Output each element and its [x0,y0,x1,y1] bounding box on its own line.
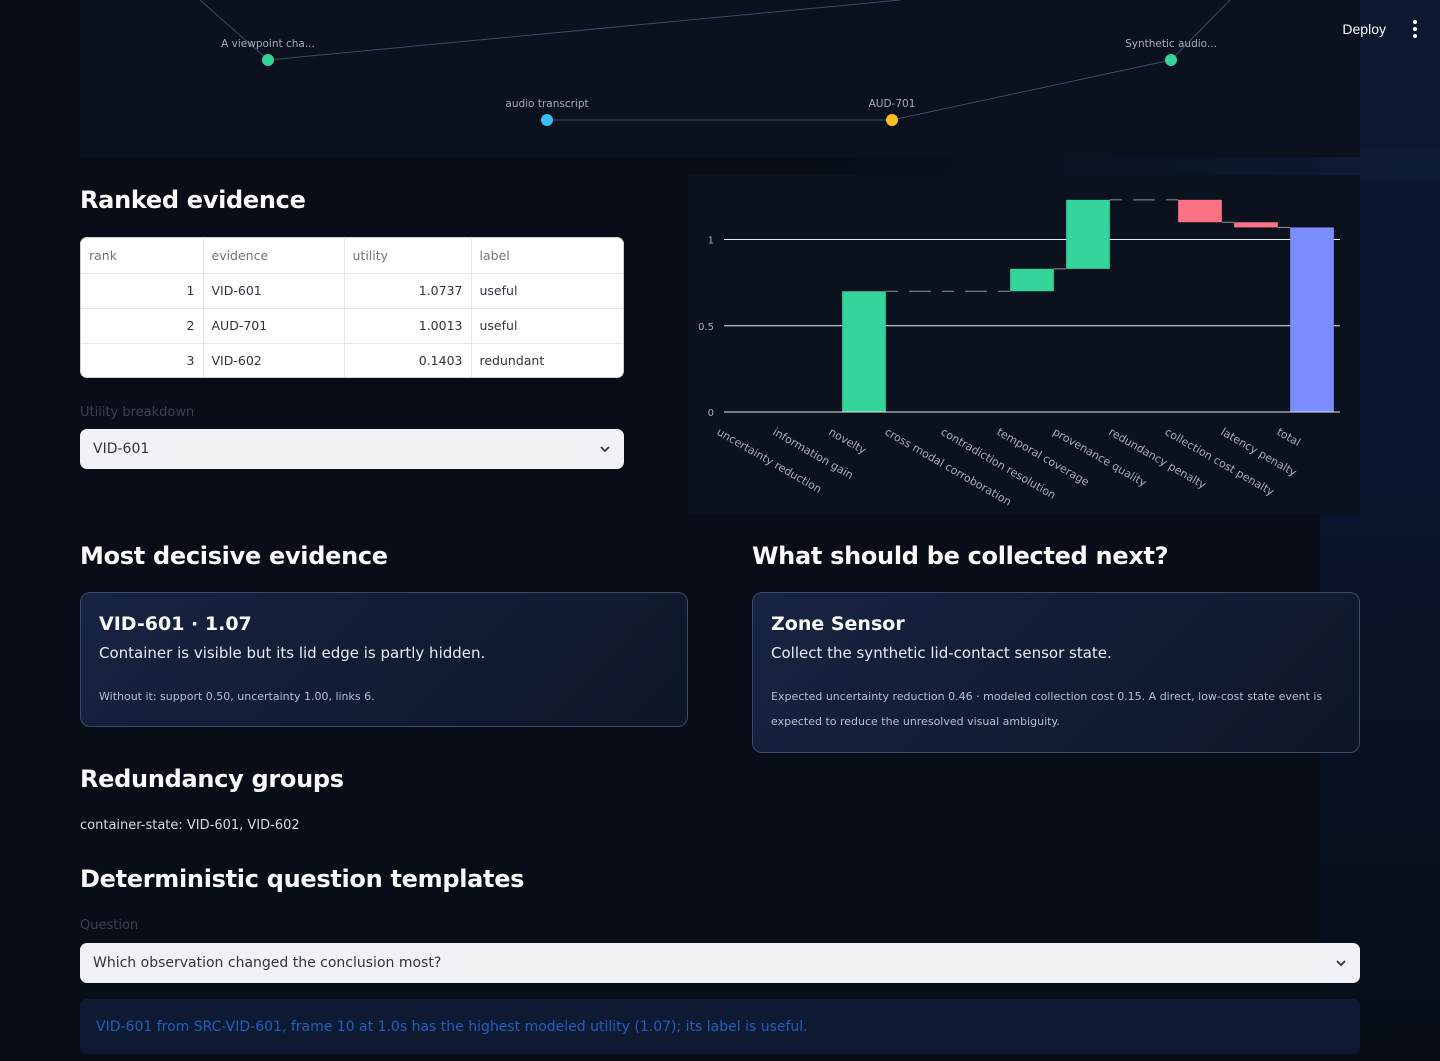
collect-next-heading: What should be collected next? [752,542,1169,570]
x-tick-label: redundancy penalty [1107,425,1209,492]
cell-label: useful [471,308,623,344]
select-value: Which observation changed the conclusion… [93,955,442,971]
graph-node [886,114,898,126]
question-select[interactable]: Which observation changed the conclusion… [80,943,1360,983]
cell-utility: 0.1403 [344,343,472,377]
evidence-graph[interactable]: A viewpoint cha... Synthetic audio... au… [80,0,1360,157]
x-tick-label: provenance quality [1051,425,1150,489]
answer-text: VID-601 from SRC-VID-601, frame 10 at 1.… [96,1018,808,1035]
graph-node-label: audio transcript [505,98,588,110]
cell-label: useful [471,273,623,309]
cell-rank: 3 [81,343,204,377]
cell-utility: 1.0013 [344,308,472,344]
utility-breakdown-select[interactable]: VID-601 [80,429,624,469]
graph-edge [267,0,901,61]
collect-next-desc: Collect the synthetic lid-contact sensor… [771,644,1112,662]
question-label: Question [80,918,139,933]
collect-next-note: Expected uncertainty reduction 0.46 · mo… [771,690,1323,728]
chevron-down-icon [600,446,610,453]
y-tick-label: 0.5 [698,322,714,333]
cell-rank: 2 [81,308,204,344]
graph-node-label: Synthetic audio... [1125,38,1217,50]
decisive-card: VID-601 · 1.07 Container is visible but … [80,592,688,727]
deploy-button[interactable]: Deploy [1336,17,1392,41]
cell-evidence: VID-601 [203,273,345,309]
waterfall-bar [1290,227,1334,412]
toolbar: Deploy [1336,14,1424,44]
graph-node [1165,54,1177,66]
collect-next-title: Zone Sensor [771,613,905,635]
table-row[interactable]: 3 VID-602 0.1403 redundant [81,343,623,377]
table-row[interactable]: 2 AUD-701 1.0013 useful [81,308,623,344]
kebab-icon[interactable] [1406,14,1424,44]
cell-utility: 1.0737 [344,273,472,309]
cell-label: redundant [479,353,545,369]
utility-breakdown-label: Utility breakdown [80,405,195,420]
waterfall-bar [1066,199,1110,269]
y-tick-label: 0 [708,408,714,419]
decisive-heading: Most decisive evidence [80,542,388,570]
utility-waterfall-chart[interactable]: 0 0.5 1 uncertainty reduction information ga… [688,175,1360,515]
column-header-evidence[interactable]: evidence [203,238,345,274]
decisive-note: Without it: support 0.50, uncertainty 1.… [99,690,375,703]
cell-evidence: VID-602 [203,343,345,377]
x-tick-label: novelty [827,425,869,457]
cell-rank: 1 [81,273,204,309]
ranked-evidence-table[interactable]: rank evidence utility label 1 VID-601 1.… [80,237,624,378]
y-tick-label: 1 [708,236,714,247]
x-tick-label: total [1275,425,1303,449]
column-header-utility[interactable]: utility [344,238,472,274]
x-tick-label: uncertainty reduction [715,425,824,496]
templates-heading: Deterministic question templates [80,865,525,893]
graph-edge [199,0,269,61]
waterfall-bar [842,291,886,412]
graph-node-label: A viewpoint cha... [221,38,315,50]
x-tick-label: temporal coverage [995,425,1092,489]
column-header-rank[interactable]: rank [81,238,204,274]
collect-next-card: Zone Sensor Collect the synthetic lid-co… [752,592,1360,753]
ranked-evidence-heading: Ranked evidence [80,186,306,214]
graph-edge [891,59,1172,121]
graph-node [262,54,274,66]
redundancy-group-text: container-state: VID-601, VID-602 [80,818,300,833]
cell-evidence: AUD-701 [203,308,345,344]
graph-edge [1170,0,1231,61]
column-header-label[interactable]: label [471,238,623,274]
graph-node-label: AUD-701 [869,98,916,110]
waterfall-bar [1178,199,1222,223]
decisive-desc: Container is visible but its lid edge is… [99,644,486,662]
chevron-down-icon [1336,960,1346,967]
answer-info-box: VID-601 from SRC-VID-601, frame 10 at 1.… [80,999,1360,1054]
waterfall-bar [1234,222,1278,228]
select-value: VID-601 [93,441,150,457]
table-row[interactable]: 1 VID-601 1.0737 useful [81,273,623,309]
graph-node [541,114,553,126]
redundancy-heading: Redundancy groups [80,765,344,793]
decisive-title: VID-601 · 1.07 [99,613,252,635]
waterfall-bar [1010,268,1054,292]
